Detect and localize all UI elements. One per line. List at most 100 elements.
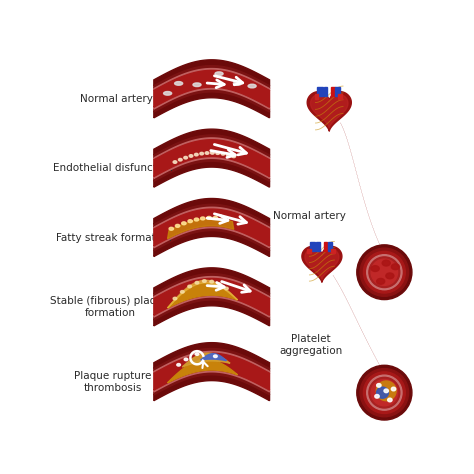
Ellipse shape (177, 364, 181, 366)
Ellipse shape (173, 297, 177, 300)
Polygon shape (154, 300, 270, 326)
Polygon shape (154, 87, 270, 109)
Polygon shape (168, 280, 237, 308)
Ellipse shape (364, 251, 405, 293)
Text: Plaque rupture
thrombosis: Plaque rupture thrombosis (74, 371, 151, 392)
Ellipse shape (184, 156, 188, 159)
Ellipse shape (202, 280, 206, 283)
Bar (316, 242, 320, 251)
Polygon shape (154, 228, 270, 251)
Ellipse shape (392, 387, 396, 391)
Polygon shape (182, 353, 230, 367)
Ellipse shape (357, 365, 412, 420)
Polygon shape (168, 283, 237, 308)
Polygon shape (154, 129, 270, 155)
Ellipse shape (193, 83, 201, 87)
Polygon shape (168, 219, 234, 238)
Bar (338, 94, 342, 99)
Bar (324, 242, 328, 251)
Polygon shape (154, 268, 270, 294)
Polygon shape (154, 226, 270, 248)
Ellipse shape (227, 154, 230, 156)
Ellipse shape (371, 265, 379, 272)
Ellipse shape (210, 152, 214, 154)
Ellipse shape (376, 387, 389, 398)
Ellipse shape (184, 358, 188, 361)
Bar (324, 87, 328, 97)
Ellipse shape (179, 158, 182, 161)
Polygon shape (310, 94, 348, 128)
Polygon shape (154, 161, 270, 187)
Polygon shape (154, 60, 270, 86)
Ellipse shape (376, 381, 396, 401)
Ellipse shape (367, 255, 402, 290)
Bar (335, 87, 339, 97)
Polygon shape (154, 351, 270, 374)
Polygon shape (154, 353, 270, 390)
Polygon shape (154, 156, 270, 178)
Ellipse shape (201, 217, 205, 220)
Ellipse shape (248, 84, 256, 88)
Ellipse shape (225, 287, 228, 290)
Polygon shape (154, 273, 270, 297)
Ellipse shape (382, 260, 390, 266)
Ellipse shape (169, 228, 173, 230)
Polygon shape (154, 372, 270, 395)
Ellipse shape (392, 264, 400, 270)
Ellipse shape (182, 222, 186, 225)
Ellipse shape (386, 273, 394, 279)
Polygon shape (154, 138, 270, 160)
Ellipse shape (188, 220, 192, 223)
Bar (315, 94, 318, 99)
Text: Fatty streak formation: Fatty streak formation (56, 233, 172, 243)
Bar (307, 249, 311, 253)
Polygon shape (154, 70, 270, 107)
Polygon shape (154, 348, 270, 372)
Polygon shape (154, 135, 270, 158)
Ellipse shape (195, 282, 199, 284)
Ellipse shape (195, 353, 199, 356)
Ellipse shape (188, 285, 191, 288)
Bar (310, 242, 315, 251)
Ellipse shape (357, 245, 412, 300)
Polygon shape (154, 370, 270, 392)
Bar (331, 249, 335, 253)
Ellipse shape (371, 380, 398, 406)
Ellipse shape (377, 383, 381, 387)
Text: Stable (fibrous) plaque
formation: Stable (fibrous) plaque formation (50, 296, 170, 318)
Ellipse shape (384, 389, 388, 392)
Ellipse shape (164, 91, 172, 95)
Ellipse shape (175, 224, 180, 228)
Text: Normal artery: Normal artery (273, 210, 346, 220)
Polygon shape (154, 375, 270, 401)
Ellipse shape (213, 217, 218, 219)
Polygon shape (154, 92, 270, 118)
Ellipse shape (377, 278, 385, 284)
Ellipse shape (174, 82, 182, 85)
Text: Platelet
aggregation: Platelet aggregation (279, 335, 343, 356)
Ellipse shape (207, 217, 211, 219)
Polygon shape (154, 199, 270, 224)
Text: Endothelial disfunction: Endothelial disfunction (53, 163, 173, 173)
Ellipse shape (213, 355, 217, 357)
Polygon shape (154, 158, 270, 182)
Ellipse shape (181, 291, 184, 293)
Ellipse shape (189, 155, 193, 157)
Polygon shape (154, 69, 270, 91)
Polygon shape (154, 297, 270, 320)
Polygon shape (154, 343, 270, 369)
Ellipse shape (210, 280, 213, 283)
Ellipse shape (369, 257, 400, 288)
Polygon shape (154, 278, 270, 315)
Ellipse shape (205, 152, 209, 155)
Ellipse shape (360, 248, 409, 296)
Polygon shape (154, 89, 270, 112)
Bar (331, 87, 335, 97)
Ellipse shape (221, 153, 225, 155)
Polygon shape (154, 231, 270, 256)
Bar (328, 242, 332, 251)
Ellipse shape (367, 375, 402, 410)
Polygon shape (154, 140, 270, 177)
Ellipse shape (375, 394, 379, 398)
Polygon shape (168, 359, 237, 383)
